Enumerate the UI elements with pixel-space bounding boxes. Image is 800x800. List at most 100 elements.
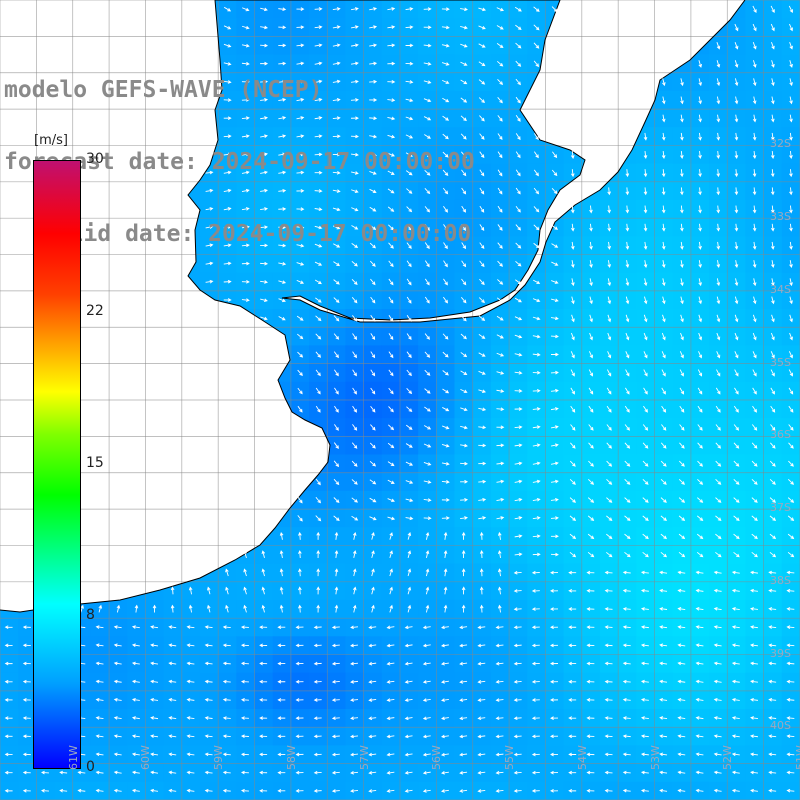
wind-arrow	[352, 333, 358, 340]
colorbar-unit: [m/s]	[34, 133, 68, 148]
wind-arrow	[313, 625, 322, 630]
wind-arrow	[314, 25, 323, 29]
wind-arrow	[350, 79, 359, 84]
wind-arrow	[751, 442, 758, 449]
wind-arrow	[497, 133, 503, 140]
colorbar-tick-8: 8	[86, 607, 95, 623]
wind-arrow	[698, 187, 702, 196]
wind-arrow	[513, 589, 522, 593]
wind-arrow	[661, 205, 666, 214]
wind-arrow	[406, 369, 412, 377]
wind-arrow	[770, 132, 775, 141]
wind-arrow	[223, 261, 232, 266]
wind-arrow	[314, 152, 323, 157]
wind-arrow	[260, 43, 269, 48]
wind-arrow	[551, 280, 559, 284]
wind-arrow	[588, 479, 595, 485]
wind-arrow	[550, 625, 558, 630]
wind-arrow	[586, 625, 595, 629]
wind-arrow	[514, 461, 523, 466]
wind-arrow	[223, 298, 232, 302]
wind-arrow	[625, 332, 630, 341]
wind-arrow	[333, 351, 339, 359]
wind-arrow	[680, 332, 684, 341]
wind-arrow	[570, 442, 576, 449]
wind-arrow	[640, 570, 649, 575]
wind-arrow	[532, 388, 541, 393]
wind-arrow	[479, 115, 485, 122]
wind-arrow	[532, 461, 541, 466]
wind-arrow	[278, 170, 287, 175]
wind-arrow	[405, 25, 414, 30]
wind-arrow	[224, 6, 232, 12]
wind-arrow	[570, 169, 575, 178]
wind-arrow	[188, 586, 193, 595]
wind-arrow	[532, 316, 541, 321]
wind-arrow	[315, 405, 321, 413]
wind-arrow	[514, 352, 523, 357]
wind-arrow	[406, 278, 412, 286]
wind-arrow	[789, 78, 793, 87]
wind-arrow	[333, 333, 340, 340]
wind-arrow	[769, 515, 777, 521]
wind-arrow	[479, 260, 485, 268]
wind-arrow	[297, 369, 303, 377]
wind-arrow	[569, 515, 577, 521]
wind-arrow	[533, 6, 540, 12]
wind-arrow	[587, 497, 595, 503]
wind-arrow	[771, 60, 775, 68]
wind-arrow	[241, 134, 250, 138]
wind-arrow	[350, 152, 359, 157]
wind-arrow	[352, 568, 357, 577]
wind-arrow	[241, 207, 250, 211]
longitude-label: 55W	[503, 745, 517, 770]
wind-arrow	[569, 479, 576, 485]
wind-arrow	[442, 97, 450, 103]
wind-arrow	[534, 133, 539, 141]
wind-arrow	[587, 533, 595, 540]
wind-arrow	[223, 134, 232, 139]
wind-arrow	[661, 387, 666, 395]
wind-arrow	[315, 351, 321, 358]
wind-arrow	[789, 223, 793, 232]
wind-arrow	[751, 515, 758, 521]
wind-arrow	[716, 96, 721, 105]
wind-arrow	[514, 6, 522, 12]
wind-arrow	[188, 604, 193, 613]
wind-arrow	[770, 187, 775, 196]
longitude-label: 58W	[284, 745, 298, 770]
wind-arrow	[442, 407, 450, 412]
wind-arrow	[314, 61, 323, 66]
wind-arrow	[314, 170, 323, 175]
wind-arrow	[752, 296, 757, 305]
wind-arrow	[314, 207, 323, 212]
wind-arrow	[314, 79, 323, 84]
wind-arrow	[352, 550, 357, 559]
wind-arrow	[296, 315, 304, 321]
longitude-label: 57W	[357, 745, 371, 770]
wind-arrow	[715, 387, 721, 395]
wind-arrow	[170, 586, 175, 595]
wind-arrow	[496, 352, 505, 357]
wind-arrow	[771, 314, 775, 323]
wind-arrow	[241, 98, 250, 102]
wind-arrow	[698, 169, 702, 178]
wind-arrow	[351, 225, 359, 230]
wind-arrow	[716, 42, 721, 50]
wind-arrow	[625, 387, 630, 395]
wind-arrow	[768, 643, 777, 648]
wind-arrow	[715, 551, 722, 558]
wind-arrow	[296, 152, 305, 157]
wind-arrow	[625, 260, 630, 268]
wind-arrow	[441, 425, 450, 430]
wind-arrow	[460, 25, 468, 30]
wind-arrow	[442, 388, 450, 394]
colorbar-tick-22: 22	[86, 303, 104, 319]
wind-arrow	[698, 314, 703, 323]
wind-arrow	[350, 625, 359, 630]
wind-arrow	[788, 351, 793, 359]
wind-arrow	[515, 133, 521, 141]
wind-arrow	[298, 531, 302, 540]
wind-arrow	[441, 25, 450, 30]
wind-arrow	[698, 223, 702, 232]
